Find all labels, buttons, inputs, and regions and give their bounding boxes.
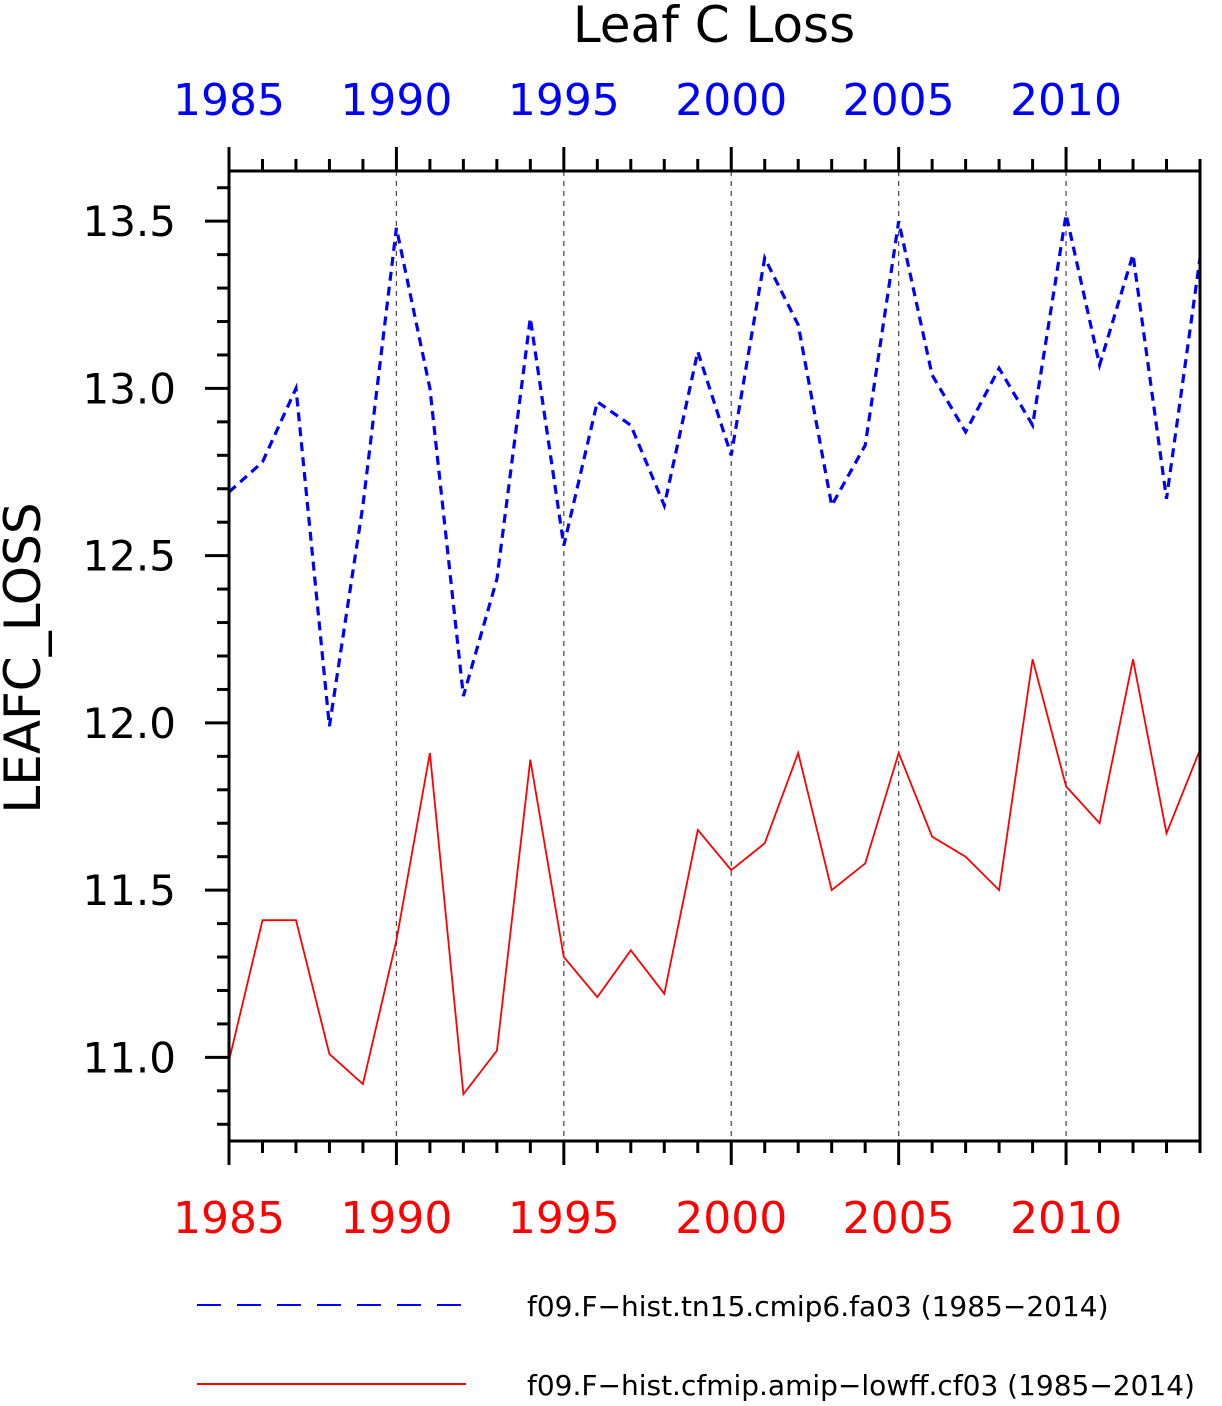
x-tick-label-bottom: 1985 — [173, 1193, 285, 1244]
y-axis-label: LEAFC_LOSS — [0, 502, 52, 813]
data-point-series-1-1995 — [561, 543, 567, 549]
series-layer — [227, 211, 1202, 1097]
data-point-series-2-1992 — [460, 1091, 466, 1097]
data-point-series-1-2007 — [963, 429, 969, 435]
data-point-series-2-2008 — [996, 887, 1002, 893]
x-tick-label-top: 1990 — [340, 75, 452, 126]
y-tick-label: 11.0 — [82, 1033, 176, 1082]
data-point-series-1-1998 — [661, 502, 667, 508]
y-tick-label: 12.5 — [82, 532, 176, 581]
legend-label-1: f09.F−hist.tn15.cmip6.fa03 (1985−2014) — [527, 1290, 1109, 1323]
data-point-series-1-2009 — [1030, 422, 1036, 428]
data-point-series-1-2012 — [1130, 252, 1136, 258]
data-point-series-2-2006 — [929, 834, 935, 840]
y-tick-label: 12.0 — [82, 699, 176, 748]
data-point-series-1-1987 — [293, 385, 299, 391]
data-point-series-2-2003 — [829, 887, 835, 893]
data-point-series-2-2000 — [728, 867, 734, 873]
plot-frame — [227, 169, 1202, 1143]
x-tick-label-top: 2005 — [843, 75, 955, 126]
data-point-series-2-1986 — [259, 917, 265, 923]
y-tick-label: 11.5 — [82, 866, 176, 915]
data-point-series-1-1990 — [393, 225, 399, 231]
data-point-series-2-1989 — [360, 1081, 366, 1087]
x-tick-label-bottom: 2010 — [1010, 1193, 1122, 1244]
data-point-series-2-1996 — [594, 994, 600, 1000]
data-point-series-1-1997 — [628, 422, 634, 428]
data-point-series-1-2002 — [795, 322, 801, 328]
data-point-series-1-2008 — [996, 365, 1002, 371]
data-point-series-2-2007 — [963, 854, 969, 860]
data-point-series-2-1999 — [695, 827, 701, 833]
data-point-series-2-2012 — [1130, 656, 1136, 662]
ticks-layer — [205, 147, 1202, 1165]
data-point-series-1-1988 — [326, 723, 332, 729]
data-point-series-2-2002 — [795, 750, 801, 756]
x-tick-label-top: 1995 — [508, 75, 620, 126]
data-point-series-1-2011 — [1097, 362, 1103, 368]
chart-title: Leaf C Loss — [573, 0, 855, 54]
data-point-series-1-1994 — [527, 315, 533, 321]
legend-label-2: f09.F−hist.cfmip.amip−lowff.cf03 (1985−2… — [527, 1369, 1195, 1402]
data-point-series-2-2010 — [1063, 783, 1069, 789]
data-point-series-1-1989 — [360, 502, 366, 508]
data-point-series-1-1991 — [427, 385, 433, 391]
data-point-series-1-1992 — [460, 693, 466, 699]
data-point-series-2-2004 — [862, 860, 868, 866]
y-tick-label: 13.5 — [82, 197, 176, 246]
data-point-series-2-1987 — [293, 917, 299, 923]
data-point-series-1-2005 — [896, 218, 902, 224]
data-point-series-2-1993 — [494, 1048, 500, 1054]
data-point-series-1-2004 — [862, 442, 868, 448]
data-point-series-2-2001 — [762, 840, 768, 846]
data-point-series-1-1993 — [494, 576, 500, 582]
data-point-series-2-2013 — [1164, 830, 1170, 836]
data-point-series-1-2013 — [1164, 496, 1170, 502]
data-point-series-2-1997 — [628, 947, 634, 953]
data-point-series-2-1995 — [561, 954, 567, 960]
x-tick-label-top: 2000 — [675, 75, 787, 126]
x-tick-label-bottom: 2005 — [843, 1193, 955, 1244]
data-point-series-2-2011 — [1097, 820, 1103, 826]
x-tick-label-bottom: 2000 — [675, 1193, 787, 1244]
data-point-series-2-1991 — [427, 750, 433, 756]
legend: f09.F−hist.tn15.cmip6.fa03 (1985−2014) f0… — [197, 1290, 1195, 1402]
data-point-series-1-1996 — [594, 399, 600, 405]
labels-layer: 1985 1985 1990 1990 1995 1995 2000 2000 2005 2005… — [82, 75, 1122, 1244]
x-tick-label-bottom: 1995 — [508, 1193, 620, 1244]
data-point-series-1-1986 — [259, 459, 265, 465]
data-point-series-1-1999 — [695, 349, 701, 355]
x-tick-label-bottom: 1990 — [340, 1193, 452, 1244]
data-point-series-1-2010 — [1063, 211, 1069, 217]
x-tick-label-top: 1985 — [173, 75, 285, 126]
data-point-series-1-2001 — [762, 255, 768, 261]
data-point-series-2-1994 — [527, 757, 533, 763]
series-line-2 — [228, 659, 1201, 1097]
data-point-series-1-2003 — [829, 502, 835, 508]
data-point-series-2-1988 — [326, 1051, 332, 1057]
gridlines — [395, 171, 1067, 1141]
y-tick-label: 13.0 — [82, 364, 176, 413]
data-point-series-2-2009 — [1030, 656, 1036, 662]
data-point-series-2-1998 — [661, 991, 667, 997]
x-tick-label-top: 2010 — [1010, 75, 1122, 126]
data-point-series-1-2000 — [728, 452, 734, 458]
data-point-series-1-2006 — [929, 372, 935, 378]
series-line-1 — [227, 214, 1202, 727]
data-point-series-2-2005 — [896, 750, 902, 756]
data-point-series-2-1990 — [393, 937, 399, 943]
